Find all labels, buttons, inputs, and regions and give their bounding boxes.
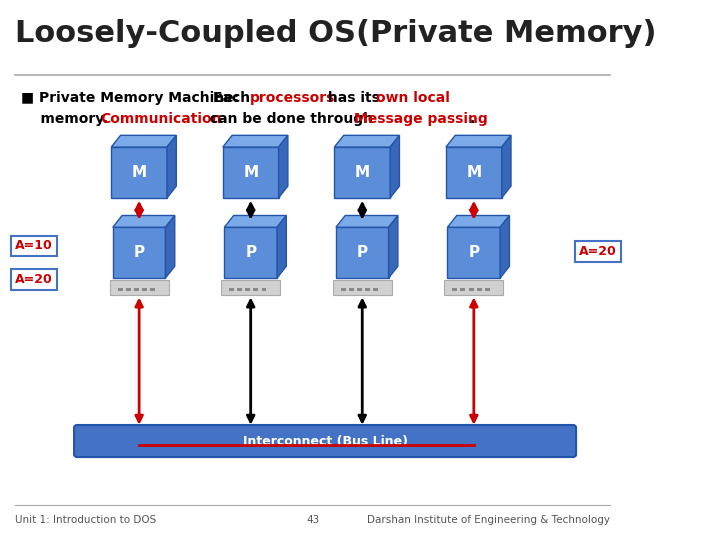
Text: M: M bbox=[243, 165, 258, 180]
Bar bbox=[134, 288, 139, 292]
Bar bbox=[357, 288, 362, 292]
FancyBboxPatch shape bbox=[221, 280, 280, 295]
Bar bbox=[461, 288, 465, 292]
Text: M: M bbox=[132, 165, 147, 180]
Polygon shape bbox=[447, 215, 510, 227]
Bar bbox=[477, 288, 482, 292]
Polygon shape bbox=[446, 136, 511, 147]
Text: P: P bbox=[245, 245, 256, 260]
Bar bbox=[341, 288, 346, 292]
FancyBboxPatch shape bbox=[447, 227, 500, 278]
FancyBboxPatch shape bbox=[225, 227, 277, 278]
Polygon shape bbox=[500, 215, 510, 278]
Bar bbox=[452, 288, 457, 292]
Text: A=20: A=20 bbox=[15, 273, 53, 286]
Text: .: . bbox=[469, 112, 474, 126]
Text: Loosely-Coupled OS(Private Memory): Loosely-Coupled OS(Private Memory) bbox=[15, 19, 657, 48]
Polygon shape bbox=[279, 136, 288, 198]
Bar bbox=[373, 288, 378, 292]
Text: Each: Each bbox=[213, 91, 256, 105]
Text: A=20: A=20 bbox=[579, 245, 617, 258]
Bar bbox=[365, 288, 370, 292]
Polygon shape bbox=[222, 136, 288, 147]
Polygon shape bbox=[113, 215, 175, 227]
Polygon shape bbox=[390, 136, 400, 198]
Bar bbox=[349, 288, 354, 292]
Text: P: P bbox=[468, 245, 480, 260]
FancyBboxPatch shape bbox=[112, 147, 167, 198]
FancyBboxPatch shape bbox=[113, 227, 166, 278]
Bar bbox=[238, 288, 243, 292]
Text: Message passing: Message passing bbox=[354, 112, 488, 126]
Polygon shape bbox=[389, 215, 398, 278]
Bar bbox=[261, 288, 266, 292]
Text: ■ Private Memory Machine:: ■ Private Memory Machine: bbox=[22, 91, 244, 105]
Bar bbox=[246, 288, 251, 292]
Text: Unit 1: Introduction to DOS: Unit 1: Introduction to DOS bbox=[15, 515, 156, 525]
Bar bbox=[253, 288, 258, 292]
Polygon shape bbox=[336, 215, 398, 227]
Polygon shape bbox=[334, 136, 400, 147]
Text: P: P bbox=[356, 245, 368, 260]
Polygon shape bbox=[502, 136, 511, 198]
Polygon shape bbox=[167, 136, 176, 198]
Text: Communication: Communication bbox=[101, 112, 222, 126]
Text: Darshan Institute of Engineering & Technology: Darshan Institute of Engineering & Techn… bbox=[367, 515, 610, 525]
FancyBboxPatch shape bbox=[336, 227, 389, 278]
Text: A=10: A=10 bbox=[15, 239, 53, 252]
Polygon shape bbox=[166, 215, 175, 278]
FancyBboxPatch shape bbox=[74, 425, 576, 457]
Text: P: P bbox=[134, 245, 145, 260]
Text: processors: processors bbox=[250, 91, 335, 105]
FancyBboxPatch shape bbox=[334, 147, 390, 198]
Text: 43: 43 bbox=[306, 515, 319, 525]
Bar bbox=[485, 288, 490, 292]
Bar bbox=[229, 288, 234, 292]
Polygon shape bbox=[112, 136, 176, 147]
Bar bbox=[126, 288, 131, 292]
Text: M: M bbox=[467, 165, 482, 180]
Polygon shape bbox=[225, 215, 287, 227]
Text: M: M bbox=[355, 165, 370, 180]
Text: memory.: memory. bbox=[22, 112, 114, 126]
Bar bbox=[469, 288, 474, 292]
Polygon shape bbox=[277, 215, 287, 278]
Bar bbox=[150, 288, 155, 292]
Bar bbox=[118, 288, 122, 292]
Text: own local: own local bbox=[376, 91, 450, 105]
FancyBboxPatch shape bbox=[446, 147, 502, 198]
FancyBboxPatch shape bbox=[109, 280, 168, 295]
Text: can be done through: can be done through bbox=[205, 112, 378, 126]
Text: Interconnect (Bus Line): Interconnect (Bus Line) bbox=[243, 435, 408, 448]
FancyBboxPatch shape bbox=[444, 280, 503, 295]
Bar bbox=[142, 288, 147, 292]
Text: has its: has its bbox=[323, 91, 384, 105]
FancyBboxPatch shape bbox=[222, 147, 279, 198]
FancyBboxPatch shape bbox=[333, 280, 392, 295]
